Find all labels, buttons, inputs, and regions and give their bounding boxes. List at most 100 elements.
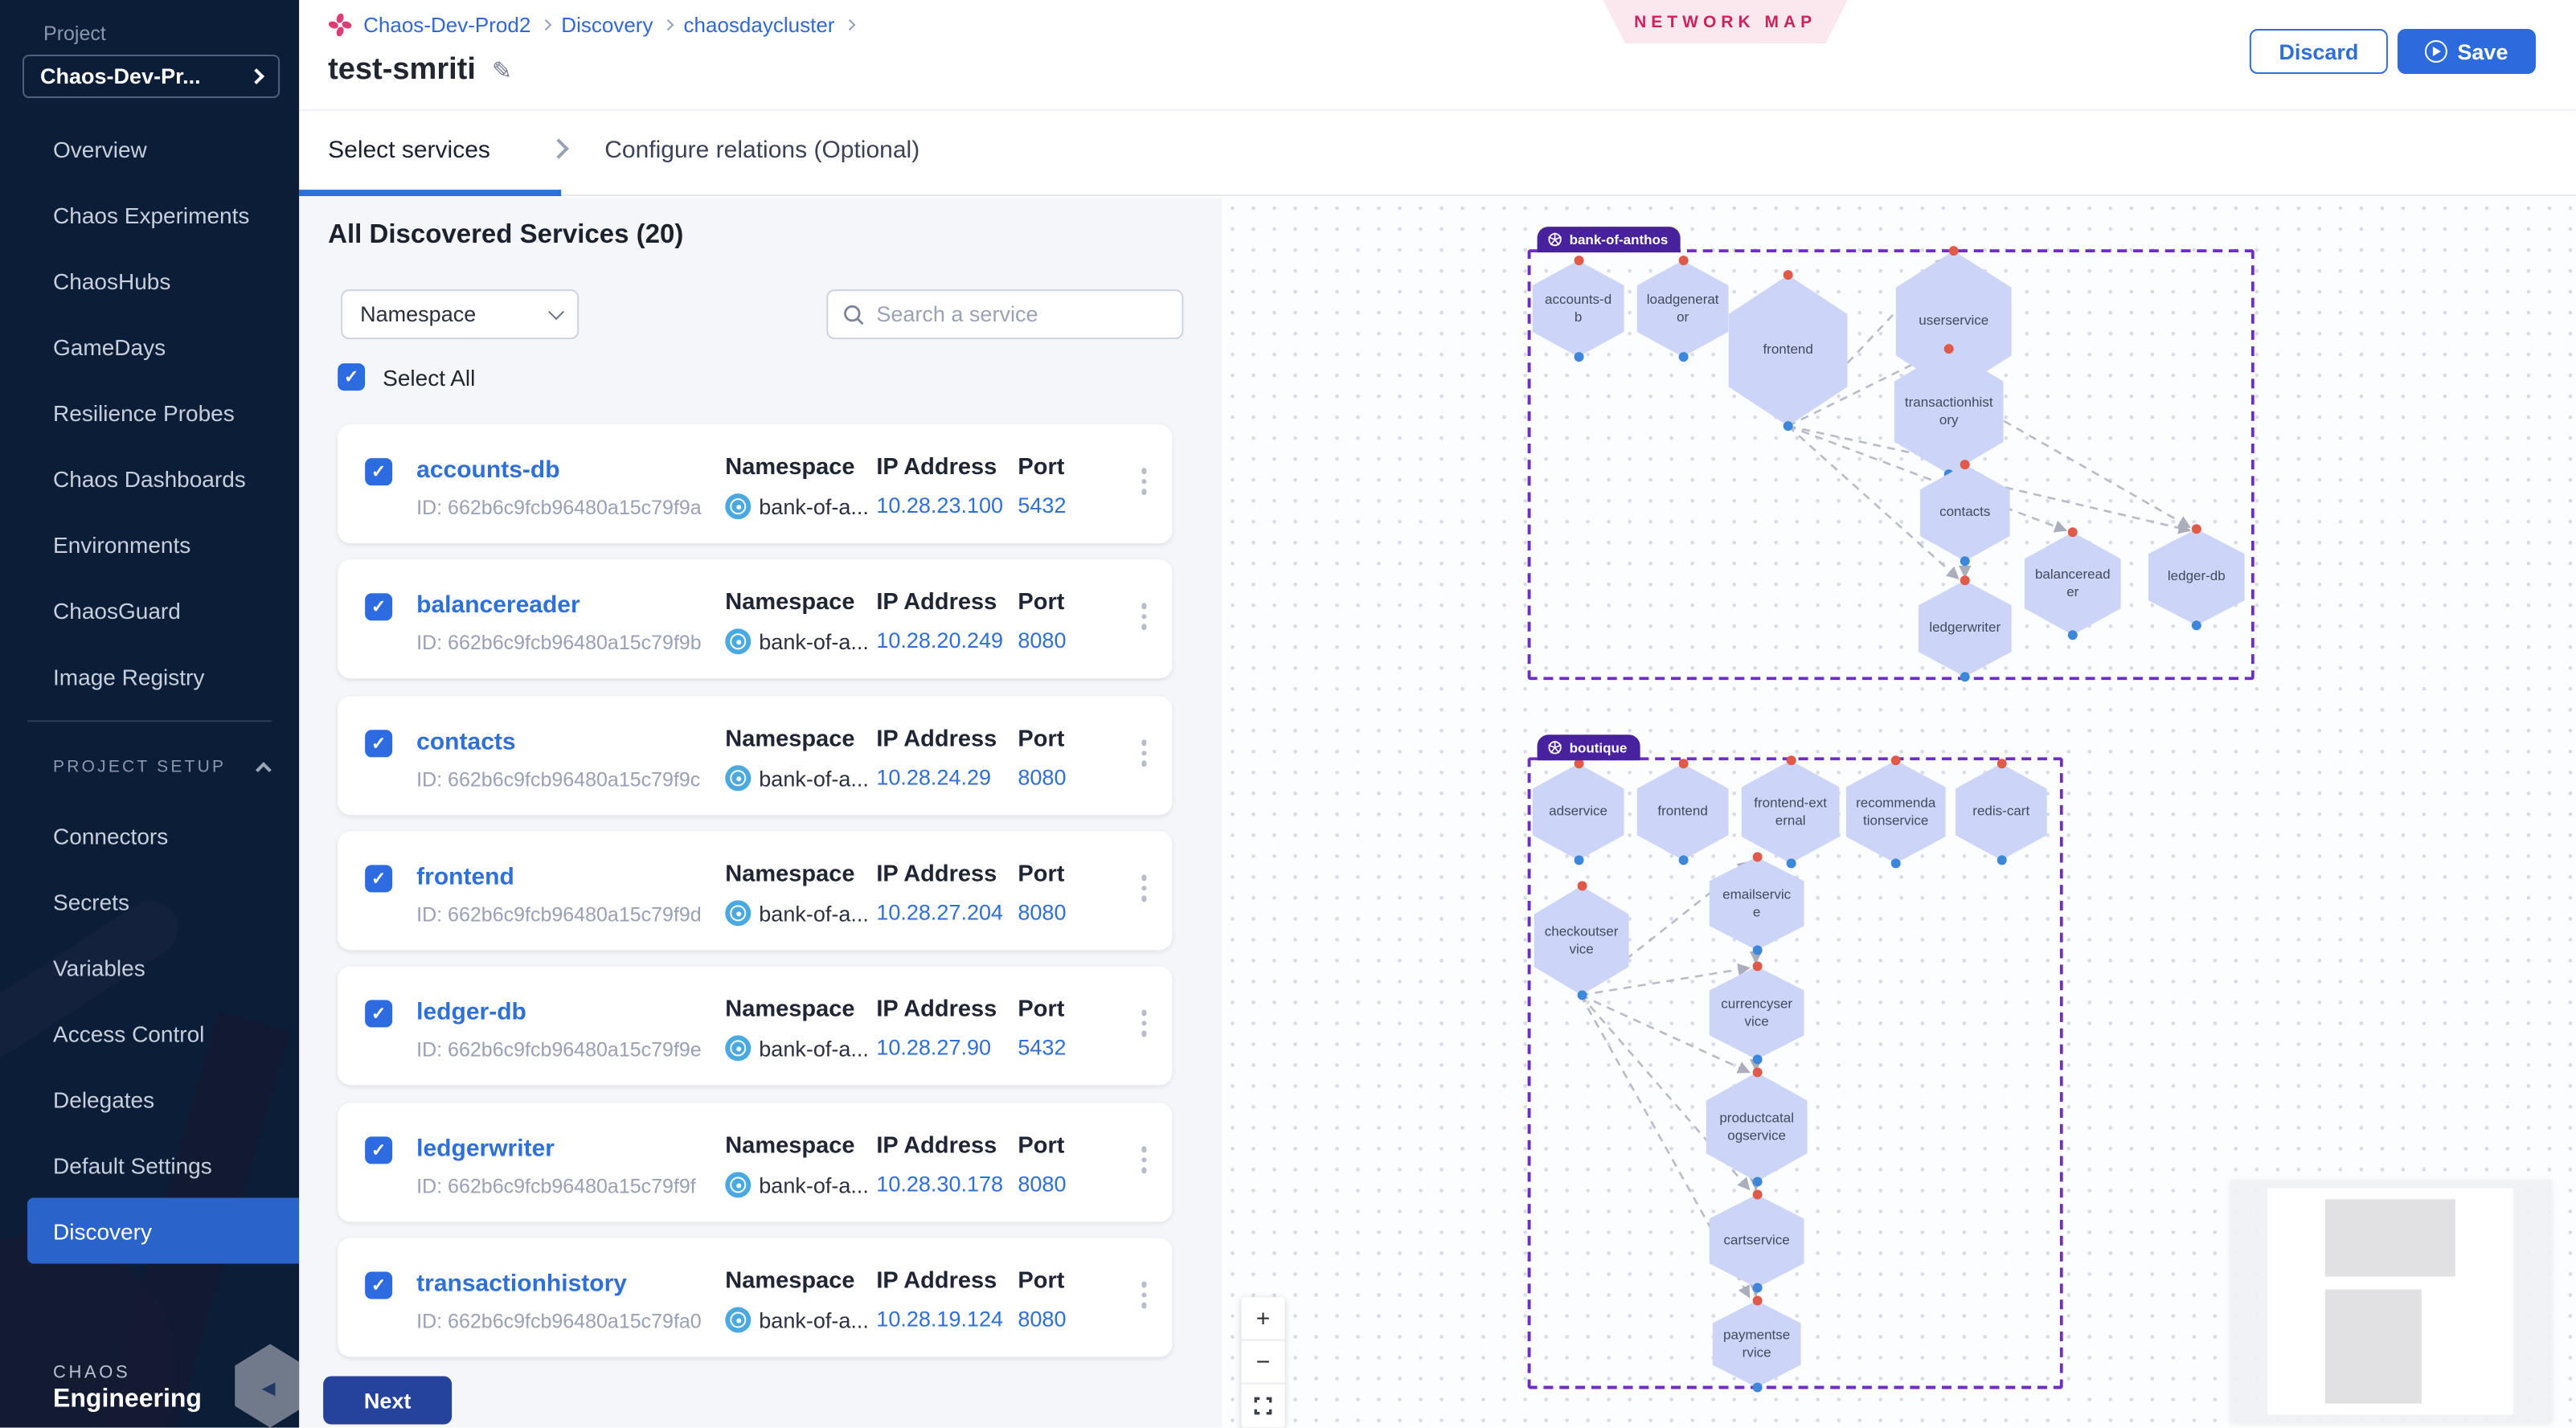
fullscreen-button[interactable]	[1241, 1384, 1285, 1428]
sidebar-item-default-settings[interactable]: Default Settings	[53, 1152, 212, 1178]
service-id: ID: 662b6c9fcb96480a15c79fa0	[416, 1310, 702, 1333]
row-checkbox[interactable]	[365, 593, 393, 621]
sidebar-item-chaoshubs[interactable]: ChaosHubs	[53, 268, 171, 294]
row-menu-kebab-icon[interactable]	[1134, 1275, 1153, 1314]
map-node-ledgerwriter[interactable]: ledgerwriter	[1918, 575, 2012, 682]
row-menu-kebab-icon[interactable]	[1134, 868, 1153, 907]
ip-address-value[interactable]: 10.28.19.124	[876, 1307, 1004, 1332]
map-node-adservice[interactable]: adservice	[1532, 759, 1624, 865]
sidebar-item-gamedays[interactable]: GameDays	[53, 333, 166, 360]
network-map-canvas[interactable]: bank-of-anthos accounts-db loadgenerator…	[1222, 198, 2576, 1428]
breadcrumb-discovery[interactable]: Discovery	[561, 13, 653, 38]
sidebar-item-chaos-dashboards[interactable]: Chaos Dashboards	[53, 465, 246, 492]
map-node-loadgenerator[interactable]: loadgenerator	[1636, 256, 1729, 362]
map-node-productcatalogservice[interactable]: productcatalogservice	[1706, 1067, 1808, 1187]
row-checkbox[interactable]	[365, 1000, 393, 1028]
ip-address-value[interactable]: 10.28.24.29	[876, 765, 992, 790]
map-node-emailservice[interactable]: emailservice	[1709, 852, 1804, 955]
service-name-link[interactable]: ledger-db	[416, 998, 526, 1026]
save-button[interactable]: Save	[2397, 29, 2536, 75]
map-node-cartservice[interactable]: cartservice	[1709, 1189, 1804, 1293]
sidebar-item-variables[interactable]: Variables	[53, 954, 145, 980]
row-checkbox[interactable]	[365, 1136, 393, 1164]
search-input[interactable]	[876, 302, 1168, 327]
breadcrumb-project[interactable]: Chaos-Dev-Prod2	[363, 13, 531, 38]
outbound-port-dot	[1751, 945, 1762, 955]
row-checkbox[interactable]	[365, 865, 393, 893]
map-minimap[interactable]	[2230, 1180, 2552, 1423]
map-node-transactionhistory[interactable]: transactionhistory	[1894, 344, 2004, 480]
sidebar-item-access-control[interactable]: Access Control	[53, 1020, 205, 1046]
sidebar-item-delegates[interactable]: Delegates	[53, 1086, 155, 1112]
ip-address-value[interactable]: 10.28.30.178	[876, 1172, 1004, 1197]
map-node-contacts[interactable]: contacts	[1919, 460, 2010, 567]
edit-title-icon[interactable]: ✎	[491, 58, 513, 86]
map-node-frontend[interactable]: frontend	[1728, 270, 1848, 432]
service-name-link[interactable]: frontend	[416, 863, 514, 891]
page-header: Chaos-Dev-Prod2 Discovery chaosdaycluste…	[299, 0, 2576, 110]
network-map-ribbon: NETWORK MAP	[1603, 0, 1848, 44]
row-checkbox[interactable]	[365, 458, 393, 486]
row-menu-kebab-icon[interactable]	[1134, 1140, 1153, 1179]
row-menu-kebab-icon[interactable]	[1134, 596, 1153, 636]
port-value[interactable]: 8080	[1018, 628, 1067, 653]
port-value[interactable]: 8080	[1018, 1307, 1067, 1332]
inbound-port-dot	[1960, 575, 1970, 586]
zoom-in-button[interactable]: +	[1241, 1297, 1285, 1341]
sidebar-collapse-button[interactable]	[244, 1364, 293, 1412]
row-checkbox[interactable]	[365, 1271, 393, 1299]
row-menu-kebab-icon[interactable]	[1134, 461, 1153, 501]
namespace-value: bank-of-a...	[759, 494, 869, 519]
project-selector[interactable]: Chaos-Dev-Pr...	[23, 55, 281, 99]
sidebar-item-secrets[interactable]: Secrets	[53, 888, 129, 914]
project-setup-section[interactable]: PROJECT SETUP	[0, 731, 299, 802]
service-name-link[interactable]: ledgerwriter	[416, 1135, 555, 1163]
service-name-link[interactable]: balancereader	[416, 591, 580, 620]
map-node-accounts-db[interactable]: accounts-db	[1532, 256, 1624, 362]
sidebar-item-environments[interactable]: Environments	[53, 531, 191, 558]
select-all-checkbox[interactable]	[338, 363, 366, 391]
next-button[interactable]: Next	[323, 1376, 453, 1425]
port-value[interactable]: 8080	[1018, 900, 1067, 925]
map-node-checkoutservice[interactable]: checkoutservice	[1534, 881, 1629, 1000]
port-value[interactable]: 8080	[1018, 765, 1067, 790]
row-checkbox[interactable]	[365, 730, 393, 758]
service-id: ID: 662b6c9fcb96480a15c79f9b	[416, 632, 702, 655]
sidebar-item-resilience-probes[interactable]: Resilience Probes	[53, 399, 235, 426]
sidebar-item-overview[interactable]: Overview	[53, 136, 147, 162]
map-node-ledger-db[interactable]: ledger-db	[2148, 524, 2245, 631]
port-value[interactable]: 5432	[1018, 1035, 1067, 1060]
sidebar-item-connectors[interactable]: Connectors	[53, 822, 169, 849]
ip-address-value[interactable]: 10.28.20.249	[876, 628, 1004, 653]
port-value[interactable]: 8080	[1018, 1172, 1067, 1197]
service-name-link[interactable]: accounts-db	[416, 456, 560, 485]
discard-button[interactable]: Discard	[2249, 29, 2388, 75]
map-node-frontend-external[interactable]: frontend-external	[1741, 755, 1840, 869]
sidebar-item-chaos-experiments[interactable]: Chaos Experiments	[53, 202, 250, 228]
ip-address-value[interactable]: 10.28.27.90	[876, 1035, 992, 1060]
port-value[interactable]: 5432	[1018, 493, 1067, 518]
map-node-frontend-boutique[interactable]: frontend	[1636, 759, 1729, 865]
sidebar-item-image-registry[interactable]: Image Registry	[53, 663, 205, 689]
map-node-paymentservice[interactable]: paymentservice	[1712, 1295, 1801, 1393]
map-node-redis-cart[interactable]: redis-cart	[1955, 759, 2047, 865]
map-node-balancereader[interactable]: balancereader	[2024, 527, 2121, 640]
namespace-filter-dropdown[interactable]: Namespace	[341, 289, 579, 340]
namespace-filter-label: Namespace	[360, 302, 477, 327]
map-node-recommendationservice[interactable]: recommendationservice	[1845, 755, 1946, 869]
service-name-link[interactable]: transactionhistory	[416, 1270, 627, 1298]
service-row-ledger-db: ledger-db ID: 662b6c9fcb96480a15c79f9e N…	[338, 966, 1173, 1086]
ip-address-value[interactable]: 10.28.23.100	[876, 493, 1004, 518]
ip-address-value[interactable]: 10.28.27.204	[876, 900, 1004, 925]
row-menu-kebab-icon[interactable]	[1134, 733, 1153, 772]
service-name-link[interactable]: contacts	[416, 728, 516, 756]
map-node-currencyservice[interactable]: currencyservice	[1709, 961, 1804, 1065]
sidebar-item-chaosguard[interactable]: ChaosGuard	[53, 597, 181, 624]
tab-select-services[interactable]: Select services	[328, 137, 490, 165]
sidebar-item-discovery[interactable]: Discovery	[27, 1197, 300, 1264]
chaos-module-icon	[328, 13, 352, 37]
zoom-out-button[interactable]: −	[1241, 1340, 1285, 1385]
breadcrumb-cluster[interactable]: chaosdaycluster	[683, 13, 835, 38]
tab-configure-relations[interactable]: Configure relations (Optional)	[604, 137, 920, 165]
row-menu-kebab-icon[interactable]	[1134, 1003, 1153, 1042]
